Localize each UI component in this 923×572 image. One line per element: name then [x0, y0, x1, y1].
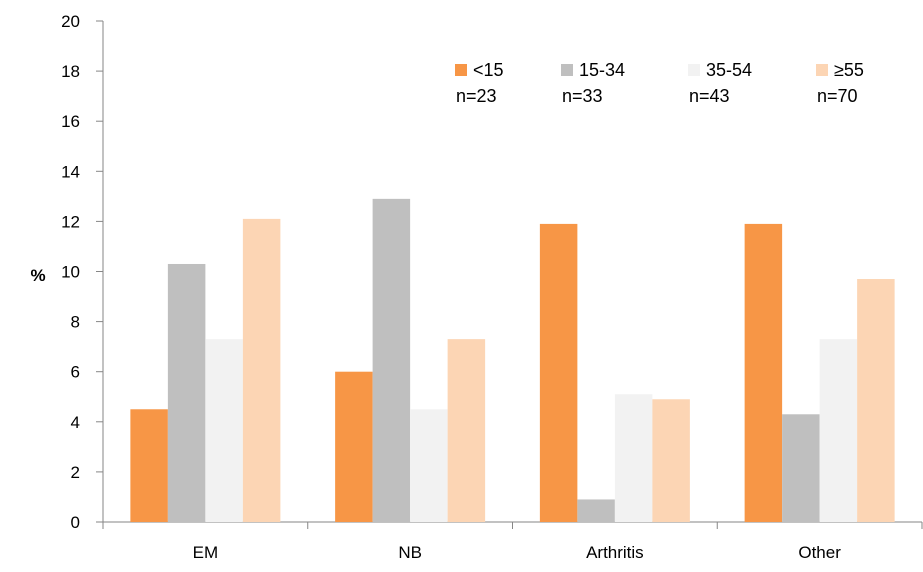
y-tick-label: 0	[71, 513, 80, 532]
legend-n-label: n=43	[689, 86, 730, 106]
x-tick-label: Arthritis	[586, 543, 644, 562]
bar	[539, 223, 578, 522]
y-tick-label: 18	[61, 62, 80, 81]
y-tick-label: 6	[71, 363, 80, 382]
y-tick-label: 12	[61, 212, 80, 231]
bar	[857, 279, 895, 522]
y-tick-label: 20	[61, 12, 80, 31]
bar	[410, 409, 448, 522]
x-tick-label: NB	[398, 543, 422, 562]
bar	[782, 414, 820, 522]
y-tick-label: 8	[71, 313, 80, 332]
legend-series-label: <15	[473, 60, 504, 80]
x-tick-label: Other	[798, 543, 841, 562]
legend-swatch	[688, 64, 700, 76]
y-tick-label: 10	[61, 263, 80, 282]
legend-n-label: n=33	[562, 86, 603, 106]
legend-n-label: n=70	[817, 86, 858, 106]
legend: <15 n=23 15-34 n=33 35-54 n=43 ≥55 n=70	[455, 60, 864, 106]
bar	[167, 263, 206, 522]
legend-series-label: ≥55	[834, 60, 864, 80]
legend-n-label: n=23	[456, 86, 497, 106]
bar	[205, 339, 243, 522]
axes: 0 2 4 6 8 10 12 14 16 18 20 EM NB Arthritis Other	[61, 12, 923, 562]
y-tick-label: 16	[61, 112, 80, 131]
y-tick-label: 14	[61, 162, 80, 181]
bar	[577, 499, 615, 522]
bar	[130, 409, 168, 522]
bar	[242, 218, 281, 522]
x-tick-label: EM	[193, 543, 219, 562]
legend-swatch	[561, 64, 573, 76]
bar	[614, 394, 653, 522]
bar	[335, 371, 373, 522]
bar	[744, 223, 783, 522]
bars	[130, 198, 895, 523]
y-tick-label: 4	[71, 413, 80, 432]
legend-swatch	[816, 64, 828, 76]
legend-series-label: 35-54	[706, 60, 752, 80]
y-tick-label: 2	[71, 463, 80, 482]
legend-swatch	[455, 64, 467, 76]
legend-series-label: 15-34	[579, 60, 625, 80]
y-axis-title: %	[30, 266, 45, 285]
bar	[447, 339, 486, 522]
bar	[652, 399, 690, 522]
bar	[819, 339, 858, 522]
bar	[372, 198, 411, 523]
